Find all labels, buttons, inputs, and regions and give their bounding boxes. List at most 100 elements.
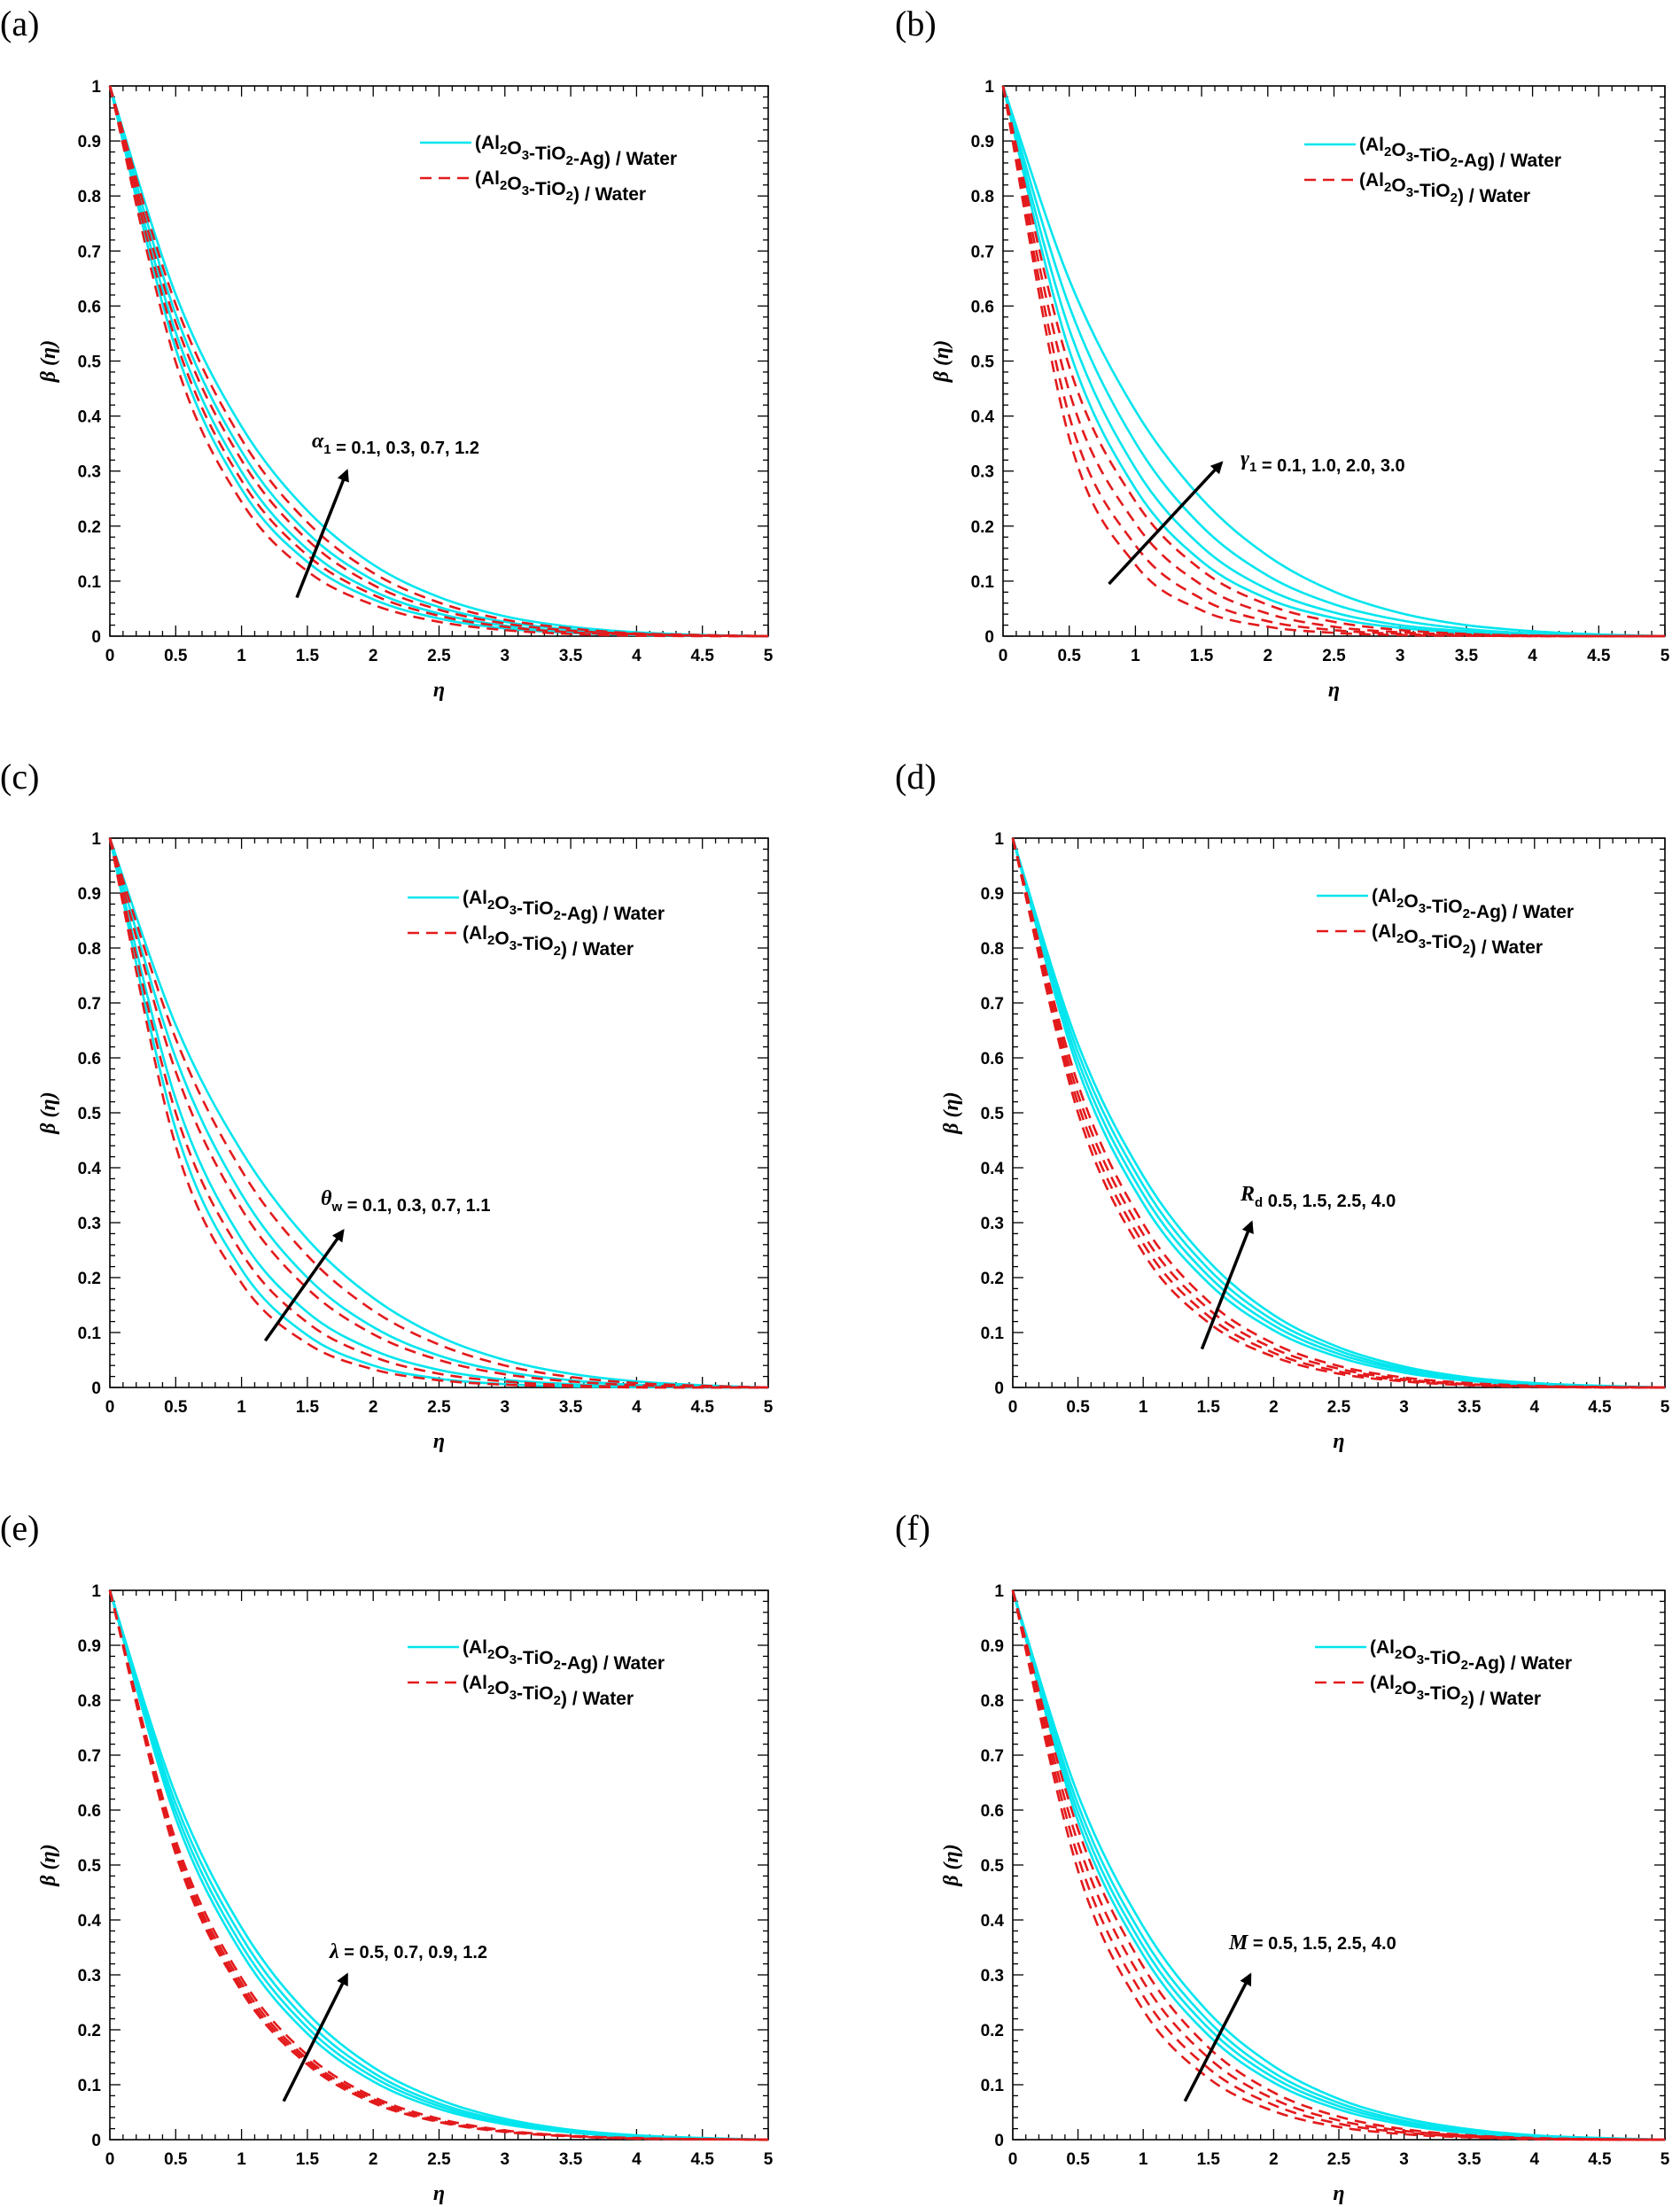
y-tick-label: 0.4 xyxy=(78,408,102,427)
x-tick-label: 2 xyxy=(369,2150,378,2169)
dashed-series-line-0.3 xyxy=(108,837,769,1389)
dashed-series-line-0.9 xyxy=(108,1589,769,2141)
dashed-series-line-1.2 xyxy=(108,1589,769,2141)
x-tick-label: 5 xyxy=(764,2150,774,2169)
x-tick-label: 0 xyxy=(1008,1398,1018,1417)
x-tick-label: 0 xyxy=(999,647,1008,665)
chart-panel-c: (c) 0 0.5 1 1.5 2 2.5 3 3.5 4 4.5 5 0 0.1 0.2 0.3 0.4 0.5… xyxy=(0,757,774,1453)
x-tick-label: 2 xyxy=(1264,647,1273,665)
y-tick-label: 0.1 xyxy=(78,2077,102,2095)
trend-arrow xyxy=(1108,461,1224,586)
panel-label: (e) xyxy=(0,1508,39,1548)
y-tick-label: 0.4 xyxy=(981,1912,1005,1931)
solid-series-line-1.0 xyxy=(1001,85,1666,638)
panel-label: (a) xyxy=(0,4,39,43)
chart-panel-b: (b) 0 0.5 1 1.5 2 2.5 3 3.5 4 4.5 5 0 0.1 0.2 0.3 0.4 0.5… xyxy=(895,4,1670,702)
y-tick-label: 0.3 xyxy=(981,1215,1004,1233)
x-tick-label: 1 xyxy=(1139,2150,1148,2169)
x-axis-title: η xyxy=(1333,1430,1344,1453)
solid-series-line-3.0 xyxy=(1001,85,1666,638)
legend-dashed-label: (Al2O3-TiO2) / Water xyxy=(463,1673,634,1709)
solid-series-line-0.7 xyxy=(108,1589,769,2141)
chart-panel-f: (f) 0 0.5 1 1.5 2 2.5 3 3.5 4 4.5 5 0 0.1 0.2 0.3 0.4 0.5… xyxy=(895,1508,1670,2205)
y-tick-label: 0.6 xyxy=(971,298,994,316)
solid-series-line-4.0 xyxy=(1011,1589,1666,2141)
x-axis-title: η xyxy=(1333,2182,1344,2205)
y-tick-label: 0.2 xyxy=(971,518,994,537)
x-tick-label: 3 xyxy=(501,647,510,665)
x-tick-label: 1.5 xyxy=(296,1398,320,1417)
y-tick-label: 0.7 xyxy=(981,995,1004,1014)
plot-frame xyxy=(1002,85,1666,637)
chart-panel-d: (d) 0 0.5 1 1.5 2 2.5 3 3.5 4 4.5 5 0 0.1 0.2 0.3 0.4 0.5… xyxy=(895,757,1670,1453)
x-tick-label: 3 xyxy=(1396,647,1405,665)
y-tick-label: 0.9 xyxy=(971,133,994,152)
y-tick-label: 0.7 xyxy=(78,243,101,261)
legend: (Al2O3-TiO2-Ag) / Water(Al2O3-TiO2) / Wa… xyxy=(408,1637,665,1709)
y-tick-label: 0.7 xyxy=(78,1747,101,1766)
y-tick-label: 0.9 xyxy=(981,885,1004,904)
y-tick-label: 0.5 xyxy=(78,1857,102,1876)
parameter-annotation: α1 = 0.1, 0.3, 0.7, 1.2 xyxy=(312,430,479,458)
y-tick-label: 0.2 xyxy=(981,2022,1004,2040)
trend-arrow xyxy=(295,469,349,599)
x-tick-label: 0.5 xyxy=(1066,2150,1090,2169)
solid-series-line-4.0 xyxy=(1011,837,1666,1389)
x-axis-title: η xyxy=(433,2182,445,2205)
x-tick-label: 3.5 xyxy=(1455,647,1479,665)
parameter-annotation: M = 0.5, 1.5, 2.5, 4.0 xyxy=(1228,1931,1396,1954)
solid-series-line-0.1 xyxy=(108,837,769,1389)
legend: (Al2O3-TiO2-Ag) / Water(Al2O3-TiO2) / Wa… xyxy=(1315,1637,1572,1709)
x-tick-label: 1 xyxy=(1139,1398,1148,1417)
y-tick-label: 0.6 xyxy=(981,1802,1004,1821)
x-tick-label: 2.5 xyxy=(427,647,451,665)
dashed-series-line-4.0 xyxy=(1011,1589,1666,2141)
solid-series-line-0.1 xyxy=(1001,85,1666,638)
dashed-series-line-0.7 xyxy=(108,1589,769,2141)
panel-label: (d) xyxy=(895,757,937,797)
dashed-series-line-2.5 xyxy=(1011,1589,1666,2141)
legend: (Al2O3-TiO2-Ag) / Water(Al2O3-TiO2) / Wa… xyxy=(1317,886,1574,958)
y-tick-label: 0.5 xyxy=(981,1857,1005,1876)
solid-series-line-0.3 xyxy=(108,837,769,1389)
dashed-series-line-0.5 xyxy=(1011,837,1666,1389)
x-axis-title: η xyxy=(433,679,445,702)
legend-dashed-label: (Al2O3-TiO2) / Water xyxy=(1359,170,1530,206)
dashed-series-line-0.1 xyxy=(1001,85,1665,638)
plot-frame xyxy=(109,1589,769,2141)
trend-arrow xyxy=(1183,1972,1252,2102)
y-tick-label: 0.6 xyxy=(78,1050,101,1069)
y-tick-label: 0 xyxy=(994,2132,1004,2150)
x-tick-label: 4.5 xyxy=(690,2150,714,2169)
y-tick-label: 0.9 xyxy=(78,133,101,152)
y-tick-label: 1 xyxy=(984,78,994,97)
y-tick-label: 0.1 xyxy=(78,573,102,592)
x-tick-label: 4 xyxy=(1530,2150,1540,2169)
x-tick-label: 0.5 xyxy=(164,1398,188,1417)
chart-panel-a: (a) 0 0.5 1 1.5 2 2.5 3 3.5 4 4.5 5 0 0.1 0.2 0.3 0.4 0.5… xyxy=(0,4,774,702)
y-tick-label: 0.8 xyxy=(78,1692,101,1711)
parameter-annotation: λ = 0.5, 0.7, 0.9, 1.2 xyxy=(329,1940,487,1963)
dashed-series-line-2.0 xyxy=(1001,85,1666,638)
x-tick-label: 2 xyxy=(369,1398,378,1417)
y-tick-label: 0.9 xyxy=(78,1637,101,1656)
legend: (Al2O3-TiO2-Ag) / Water(Al2O3-TiO2) / Wa… xyxy=(420,133,677,205)
dashed-series-line-0.7 xyxy=(108,85,769,638)
y-tick-label: 0 xyxy=(91,628,101,647)
trend-arrow xyxy=(1200,1220,1254,1350)
x-tick-label: 1 xyxy=(237,2150,246,2169)
x-tick-label: 2 xyxy=(1269,2150,1279,2169)
x-tick-label: 2.5 xyxy=(427,1398,451,1417)
dashed-series-line-1.0 xyxy=(1001,85,1665,638)
y-tick-label: 0.1 xyxy=(981,1325,1005,1343)
solid-series-line-0.5 xyxy=(108,1589,769,2141)
y-tick-label: 0.4 xyxy=(981,1160,1005,1178)
x-tick-label: 4.5 xyxy=(1588,2150,1612,2169)
y-tick-label: 0.2 xyxy=(78,1270,101,1288)
legend-solid-label: (Al2O3-TiO2-Ag) / Water xyxy=(463,1637,665,1674)
x-tick-label: 3 xyxy=(501,2150,510,2169)
solid-series-line-0.9 xyxy=(108,1589,769,2141)
y-tick-label: 1 xyxy=(994,830,1004,849)
plot-frame xyxy=(109,837,769,1388)
